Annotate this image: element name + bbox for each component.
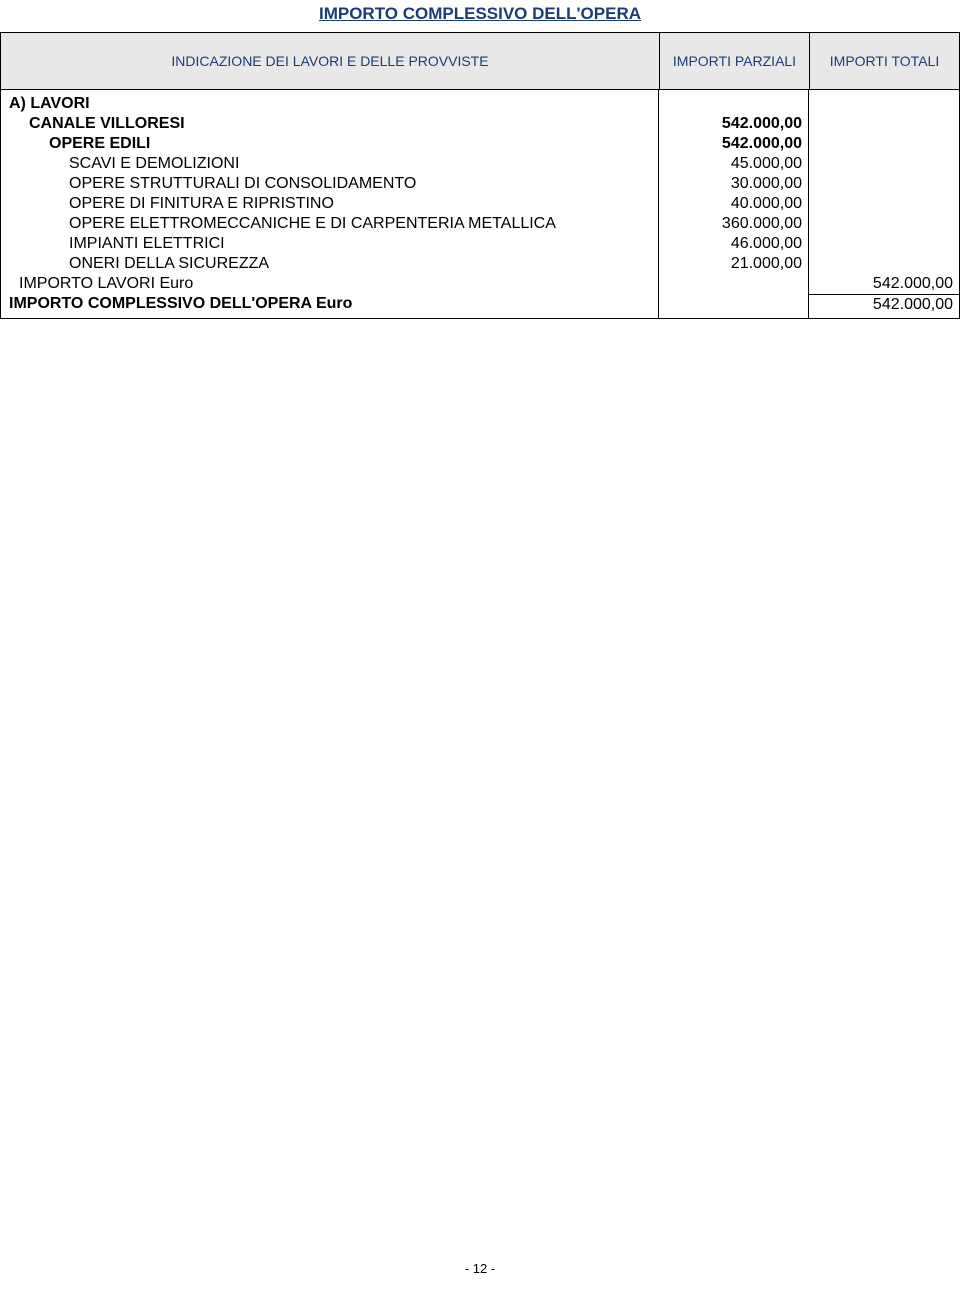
row-parz: 30.000,00 bbox=[659, 174, 808, 194]
row-label: IMPIANTI ELETTRICI bbox=[1, 234, 658, 254]
table-body: A) LAVORI CANALE VILLORESI OPERE EDILI S… bbox=[0, 90, 960, 319]
row-tot bbox=[809, 154, 959, 174]
row-tot bbox=[809, 114, 959, 134]
body-col-desc: A) LAVORI CANALE VILLORESI OPERE EDILI S… bbox=[1, 90, 659, 318]
header-col-description: INDICAZIONE DEI LAVORI E DELLE PROVVISTE bbox=[0, 33, 660, 89]
row-parz: 45.000,00 bbox=[659, 154, 808, 174]
header-col-partial: IMPORTI PARZIALI bbox=[660, 33, 810, 89]
row-label: A) LAVORI bbox=[1, 94, 658, 114]
page-number: - 12 - bbox=[0, 1261, 960, 1276]
subtotal-parz bbox=[659, 274, 808, 294]
body-col-parz: 542.000,00 542.000,00 45.000,00 30.000,0… bbox=[659, 90, 809, 318]
row-parz: 360.000,00 bbox=[659, 214, 808, 234]
row-label: CANALE VILLORESI bbox=[1, 114, 658, 134]
row-parz: 21.000,00 bbox=[659, 254, 808, 274]
row-parz: 46.000,00 bbox=[659, 234, 808, 254]
grandtotal-parz bbox=[659, 294, 808, 314]
row-label: OPERE ELETTROMECCANICHE E DI CARPENTERIA… bbox=[1, 214, 658, 234]
grandtotal-value: 542.000,00 bbox=[809, 294, 959, 314]
row-parz bbox=[659, 94, 808, 114]
row-tot bbox=[809, 174, 959, 194]
row-parz: 542.000,00 bbox=[659, 134, 808, 154]
row-tot bbox=[809, 134, 959, 154]
subtotal-label: IMPORTO LAVORI Euro bbox=[1, 274, 658, 294]
row-tot bbox=[809, 254, 959, 274]
row-tot bbox=[809, 94, 959, 114]
row-parz: 40.000,00 bbox=[659, 194, 808, 214]
row-parz: 542.000,00 bbox=[659, 114, 808, 134]
row-tot bbox=[809, 194, 959, 214]
row-label: OPERE STRUTTURALI DI CONSOLIDAMENTO bbox=[1, 174, 658, 194]
grandtotal-label: IMPORTO COMPLESSIVO DELL'OPERA Euro bbox=[1, 294, 658, 314]
document-title: IMPORTO COMPLESSIVO DELL'OPERA bbox=[0, 0, 960, 32]
subtotal-value: 542.000,00 bbox=[809, 274, 959, 294]
body-col-tot: 542.000,00 542.000,00 bbox=[809, 90, 959, 318]
table-header-row: INDICAZIONE DEI LAVORI E DELLE PROVVISTE… bbox=[0, 32, 960, 90]
row-label: OPERE EDILI bbox=[1, 134, 658, 154]
row-label: SCAVI E DEMOLIZIONI bbox=[1, 154, 658, 174]
row-label: ONERI DELLA SICUREZZA bbox=[1, 254, 658, 274]
row-tot bbox=[809, 214, 959, 234]
page: IMPORTO COMPLESSIVO DELL'OPERA INDICAZIO… bbox=[0, 0, 960, 1294]
row-label: OPERE DI FINITURA E RIPRISTINO bbox=[1, 194, 658, 214]
header-col-total: IMPORTI TOTALI bbox=[810, 33, 960, 89]
row-tot bbox=[809, 234, 959, 254]
